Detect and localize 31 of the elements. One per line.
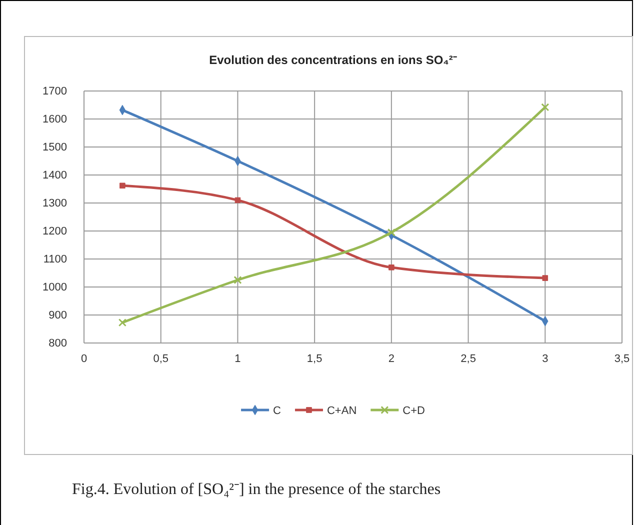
x-tick-label: 2,5: [460, 352, 476, 365]
point: [234, 276, 242, 284]
x-tick-label: 0: [80, 352, 88, 365]
point: [387, 228, 396, 236]
y-tick-label: 900: [48, 310, 67, 322]
x-tick-label: 1,5: [306, 352, 322, 365]
x-tick-label: 3: [542, 352, 548, 365]
x-tick-label: 1: [234, 352, 241, 365]
y-tick-label: 1700: [42, 86, 67, 98]
y-tick-label: 800: [48, 338, 67, 350]
x-tick-label: 3,5: [614, 352, 630, 365]
x-tick-label: 2: [388, 352, 394, 365]
legend-label: C: [273, 405, 282, 417]
y-tick-label: 1100: [43, 254, 67, 266]
y-tick-label: 1500: [42, 142, 67, 154]
point: [120, 182, 126, 189]
point: [234, 197, 241, 204]
y-tick-label: 1400: [42, 170, 67, 182]
point: [388, 264, 394, 270]
point: [542, 275, 548, 281]
point: [541, 103, 550, 112]
y-tick-label: 1300: [42, 198, 67, 210]
legend-label: C+D: [402, 405, 426, 417]
y-tick-label: 1000: [42, 282, 67, 294]
point: [118, 318, 126, 327]
caption: Fig.4. Evolution of [SO₄²⁻] in the presence of the starches: [72, 481, 441, 498]
y-tick-label: 1600: [42, 114, 67, 126]
legend-label: C+AN: [326, 405, 357, 417]
chart-title: Evolution des concentrations en ions SO₄²⁻: [209, 53, 457, 67]
x-tick-label: 0,5: [153, 352, 169, 365]
y-tick-label: 1200: [42, 226, 67, 238]
